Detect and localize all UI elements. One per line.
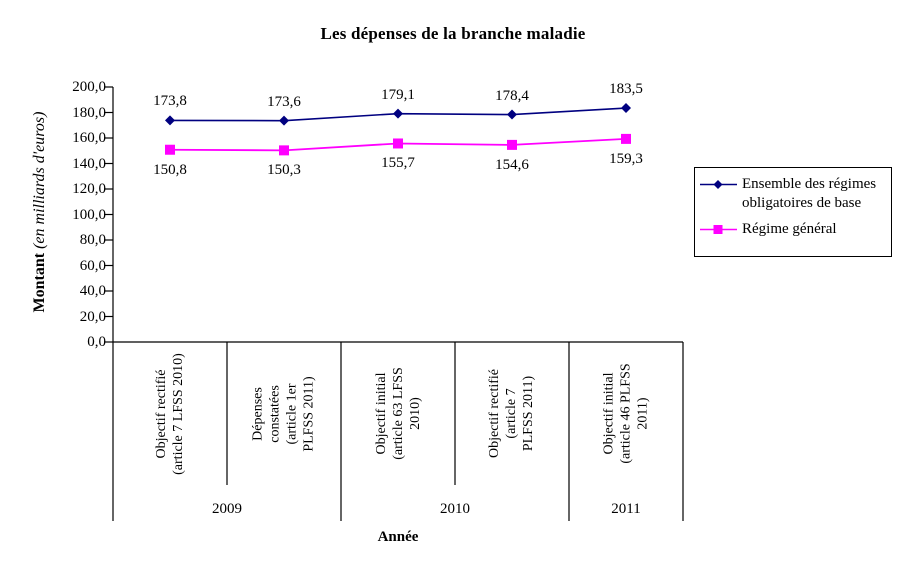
chart-title: Les dépenses de la branche maladie (320, 24, 586, 43)
legend-entry-ensemble: Ensemble des régimes obligatoires de bas… (700, 175, 887, 213)
square-marker-icon (393, 138, 403, 149)
diamond-marker-icon (279, 115, 289, 126)
square-marker-icon (165, 144, 175, 155)
square-marker-icon (713, 225, 723, 234)
diamond-marker-icon (507, 109, 517, 120)
diamond-marker-icon (713, 180, 723, 189)
diamond-marker-icon (621, 103, 631, 114)
square-marker-icon (279, 145, 289, 156)
legend: Ensemble des régimes obligatoires de bas… (694, 167, 892, 257)
legend-label-regime-general: Régime général (742, 221, 837, 237)
legend-label-ensemble: Ensemble des régimes obligatoires de bas… (742, 176, 877, 211)
diamond-marker-icon (393, 108, 403, 119)
magenta-line-square-marker-icon (700, 225, 737, 234)
diamond-marker-icon (165, 115, 175, 126)
legend-entry-regime-general: Régime général (700, 220, 887, 239)
square-marker-icon (621, 133, 631, 144)
square-marker-icon (507, 139, 517, 150)
x-axis-title: Année (377, 529, 419, 545)
navy-line-diamond-marker-icon (700, 180, 737, 189)
